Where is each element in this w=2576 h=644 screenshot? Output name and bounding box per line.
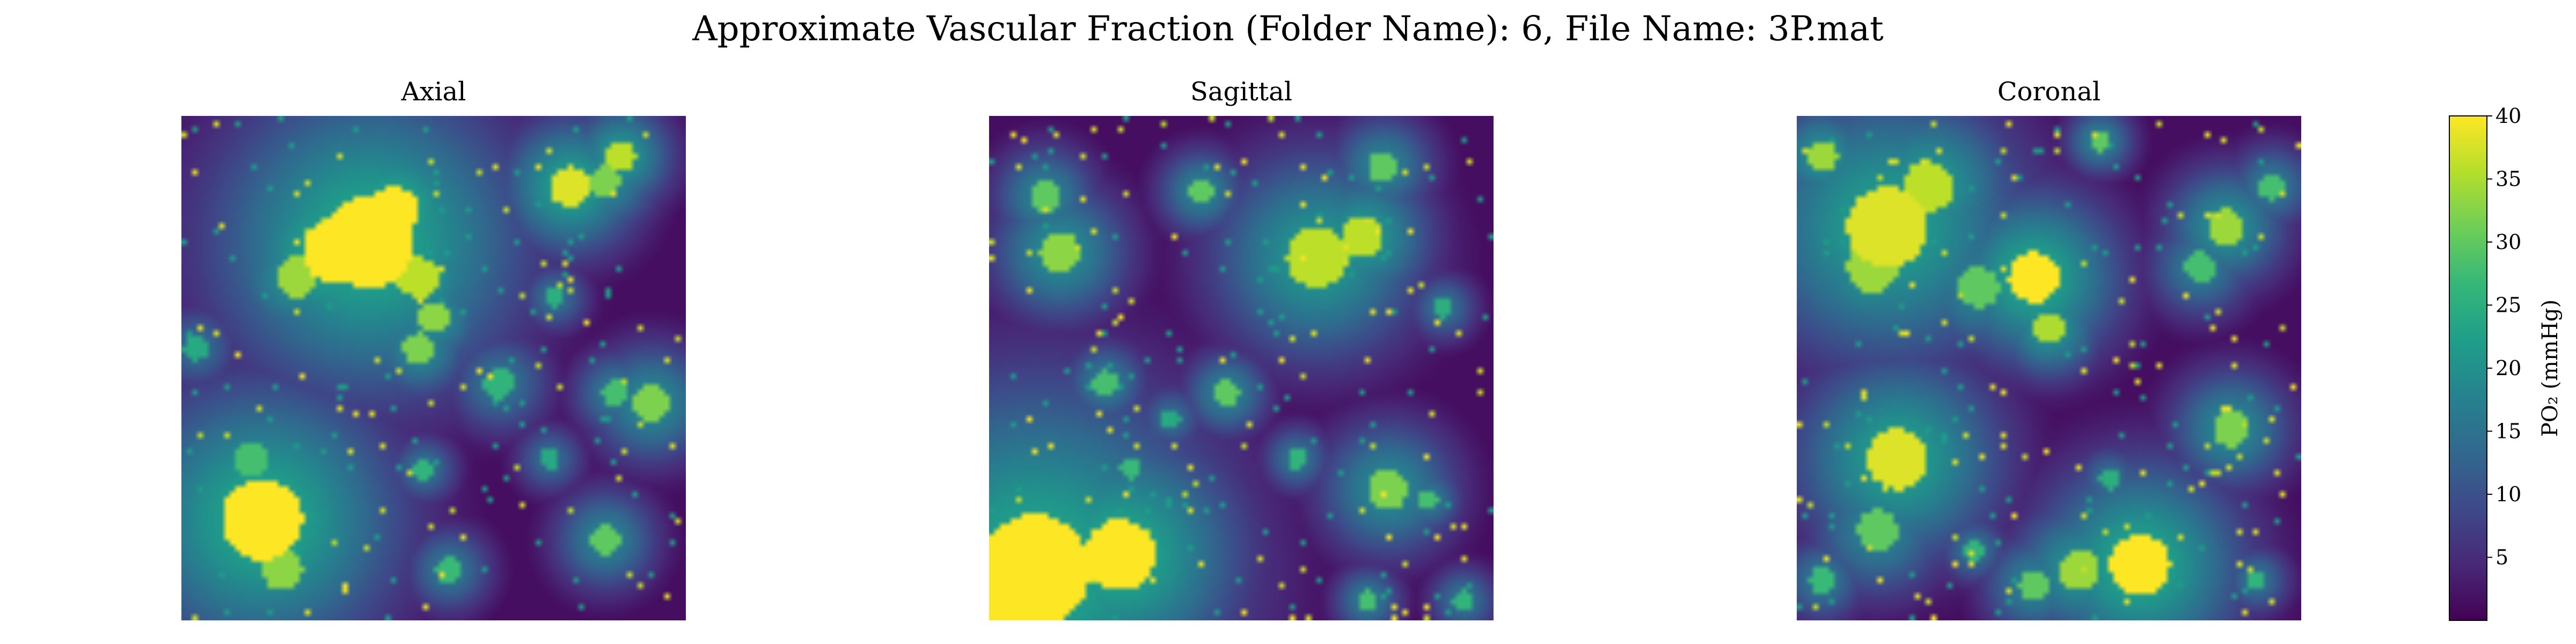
colorbar-tick-label: 25 — [2496, 294, 2521, 317]
colorbar: 5 10 15 20 25 30 35 40 PO₂ (mmHg) — [2449, 107, 2563, 621]
sagittal-title: Sagittal — [1190, 77, 1293, 107]
colorbar-tick-label: 40 — [2496, 107, 2521, 128]
coronal-title: Coronal — [1997, 77, 2101, 107]
colorbar-tick-label: 30 — [2496, 230, 2521, 254]
coronal-heatmap — [1797, 116, 2301, 620]
colorbar-tick-label: 20 — [2496, 356, 2521, 380]
sagittal-heatmap — [989, 116, 1494, 620]
axial-heatmap — [181, 116, 686, 620]
colorbar-tick-label: 5 — [2496, 546, 2508, 569]
axial-title: Axial — [401, 77, 466, 107]
colorbar-tick-label: 15 — [2496, 420, 2521, 443]
figure-title: Approximate Vascular Fraction (Folder Na… — [692, 9, 1884, 49]
colorbar-tick-label: 35 — [2496, 167, 2521, 191]
colorbar-gradient — [2449, 115, 2487, 621]
colorbar-label: PO₂ (mmHg) — [2538, 299, 2563, 437]
colorbar-tick-label: 10 — [2496, 482, 2521, 506]
